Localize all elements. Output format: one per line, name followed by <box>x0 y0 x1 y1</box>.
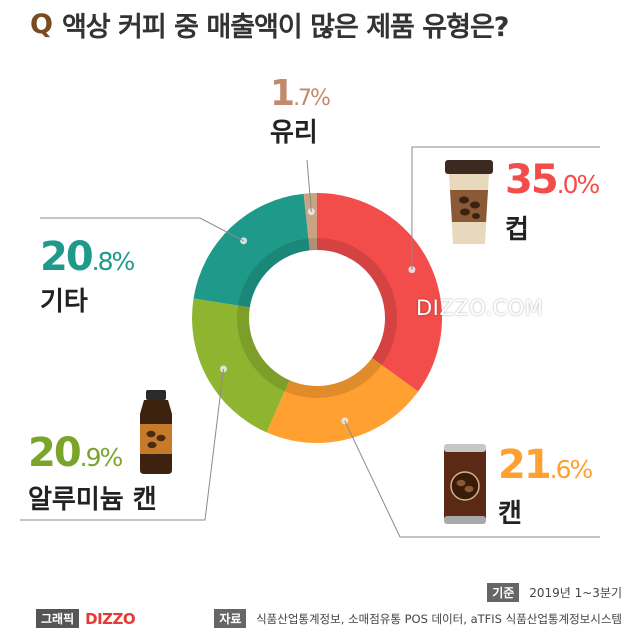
slice-4 <box>193 193 310 308</box>
brand-logo: DIZZO <box>85 609 136 628</box>
slice-2 <box>266 357 419 443</box>
percent-decimal: .8% <box>92 247 135 276</box>
leader-line-2 <box>344 420 600 538</box>
donut-slices <box>191 193 443 443</box>
slice-percent-label: 20.9% <box>28 430 123 476</box>
leader-line-4 <box>40 217 244 242</box>
slice-1 <box>317 193 443 392</box>
slice-percent-label: 1.7% <box>270 73 330 114</box>
percent-integer: 20 <box>40 234 92 280</box>
percent-integer: 20 <box>28 430 80 476</box>
title-text: 액상 커피 중 매출액이 많은 제품 유형은? <box>61 11 510 43</box>
leader-line-1 <box>411 146 600 270</box>
slice-3 <box>191 298 290 433</box>
slice-name-label: 기타 <box>40 287 88 317</box>
aluminum-bottle-icon <box>140 390 172 474</box>
slice-percent-label: 35.0% <box>505 157 600 203</box>
slice-5 <box>303 193 317 251</box>
basis-tag: 기준 <box>487 583 520 602</box>
leader-line-5 <box>306 159 312 212</box>
page-title: Q 액상 커피 중 매출액이 많은 제품 유형은? <box>30 4 510 44</box>
basis-note: 기준 2019년 1~3분기 <box>487 583 622 602</box>
coffee-can-icon <box>444 444 486 524</box>
percent-decimal: .7% <box>293 86 330 111</box>
slice-labels: 35.0%컵21.6%캔20.9%알루미늄 캔20.8%기타1.7%유리 <box>28 73 602 529</box>
percent-decimal: .9% <box>80 443 123 472</box>
percent-decimal: .0% <box>557 170 600 199</box>
percent-decimal: .6% <box>550 455 593 484</box>
source-note: 자료 식품산업통계정보, 소매점유통 POS 데이터, aTFIS 식품산업통계… <box>214 609 622 628</box>
leader-line-3 <box>20 368 225 521</box>
percent-integer: 35 <box>505 157 557 203</box>
leader-lines <box>20 146 600 538</box>
watermark-text: DIZZO.COM <box>416 296 544 320</box>
brand-credit: 그래픽 DIZZO <box>36 609 136 628</box>
coffee-cup-icon <box>445 160 493 244</box>
source-tag: 자료 <box>214 609 247 628</box>
percent-integer: 1 <box>270 73 293 114</box>
inner-ring-shadow <box>237 238 397 398</box>
percent-integer: 21 <box>498 442 550 488</box>
basis-text: 2019년 1~3분기 <box>529 586 622 600</box>
brand-tag: 그래픽 <box>36 609 80 628</box>
question-mark-label: Q <box>30 8 53 40</box>
slice-percent-label: 21.6% <box>498 442 593 488</box>
source-text: 식품산업통계정보, 소매점유통 POS 데이터, aTFIS 식품산업통계정보시… <box>256 612 622 626</box>
product-icons <box>140 160 493 524</box>
slice-name-label: 캔 <box>498 499 522 529</box>
slice-percent-label: 20.8% <box>40 234 135 280</box>
slice-name-label: 유리 <box>270 118 318 148</box>
slice-name-label: 알루미늄 캔 <box>28 485 157 515</box>
slice-name-label: 컵 <box>505 215 529 245</box>
